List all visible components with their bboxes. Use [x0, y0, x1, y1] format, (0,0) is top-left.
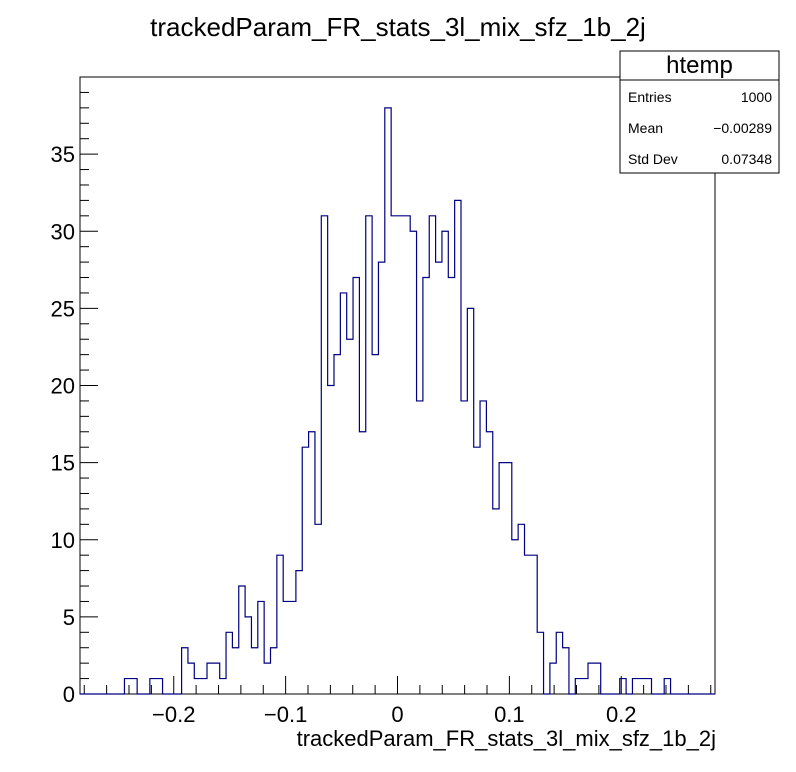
x-tick-label: −0.1 [264, 702, 307, 727]
x-tick-label: 0 [391, 702, 403, 727]
y-tick-label: 20 [51, 374, 75, 399]
stat-mean-value: −0.00289 [713, 120, 772, 136]
stats-box-title: htemp [666, 52, 733, 79]
y-tick-label: 5 [63, 605, 75, 630]
y-axis-ticks [80, 91, 98, 695]
x-axis-label: trackedParam_FR_stats_3l_mix_sfz_1b_2j [297, 726, 716, 751]
y-axis-tick-labels: 0 5 10 15 20 25 30 35 [51, 142, 75, 707]
stats-box: htemp Entries 1000 Mean −0.00289 Std Dev… [619, 50, 780, 174]
y-tick-label: 35 [51, 142, 75, 167]
x-tick-label: 0.2 [606, 702, 637, 727]
y-tick-label: 15 [51, 451, 75, 476]
chart-title: trackedParam_FR_stats_3l_mix_sfz_1b_2j [150, 12, 646, 42]
y-tick-label: 0 [63, 682, 75, 707]
stat-entries-label: Entries [628, 89, 672, 105]
histogram-series-line [80, 107, 715, 695]
stat-mean-label: Mean [628, 120, 663, 136]
stats-box-frame [619, 50, 780, 174]
x-axis-tick-labels: −0.2 −0.1 0 0.1 0.2 [152, 702, 637, 727]
x-axis-ticks [83, 676, 712, 694]
y-tick-label: 10 [51, 528, 75, 553]
y-tick-label: 25 [51, 296, 75, 321]
y-tick-label: 30 [51, 219, 75, 244]
stat-stddev-value: 0.07348 [721, 151, 772, 167]
x-tick-label: 0.1 [494, 702, 525, 727]
x-tick-label: −0.2 [152, 702, 195, 727]
stat-stddev-label: Std Dev [628, 151, 678, 167]
stat-entries-value: 1000 [741, 89, 772, 105]
